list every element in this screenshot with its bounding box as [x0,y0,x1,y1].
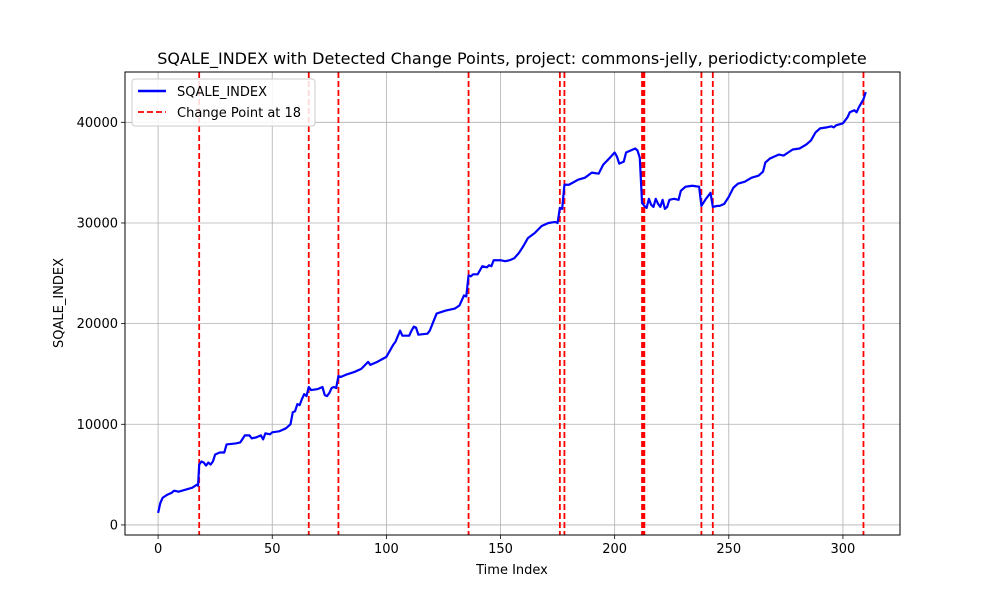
x-tick-label: 50 [264,542,281,557]
legend-series-label: SQALE_INDEX [177,85,267,100]
y-axis-label: SQALE_INDEX [52,258,67,348]
x-tick-label: 100 [374,542,399,557]
series-line [157,91,867,514]
chart-title: SQALE_INDEX with Detected Change Points,… [157,49,866,69]
plot-area-frame [124,71,901,536]
x-tick-label: 250 [716,542,741,557]
y-tick-label: 20000 [77,317,118,332]
y-tick-label: 0 [110,518,118,533]
y-tick-label: 40000 [77,116,118,131]
legend-change-point-label: Change Point at 18 [177,106,301,121]
x-tick-label: 200 [602,542,627,557]
grid-lines [125,72,900,535]
legend-box [131,78,316,127]
y-tick-label: 10000 [77,418,118,433]
series-layer [157,91,867,514]
chart-legend: SQALE_INDEX Change Point at 18 [131,78,316,127]
x-axis-label: Time Index [475,563,548,578]
change-point-lines [198,72,865,535]
y-tick-label: 30000 [77,216,118,231]
x-tick-label: 150 [488,542,513,557]
x-tick-label: 0 [154,542,162,557]
x-tick-label: 300 [831,542,856,557]
axis-ticks: 0 50 100 150 200 250 300 0 10000 20000 30000 40000 [77,116,856,557]
